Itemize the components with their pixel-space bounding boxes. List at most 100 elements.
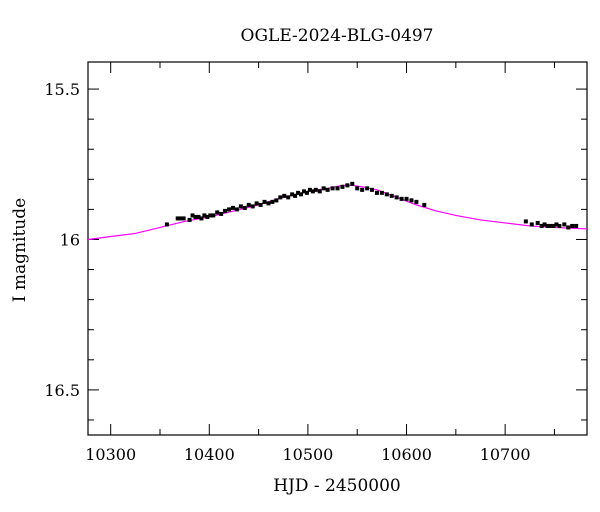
data-point bbox=[330, 186, 335, 191]
data-point bbox=[178, 216, 183, 221]
point-marker bbox=[242, 205, 247, 210]
chart-title: OGLE-2024-BLG-0497 bbox=[241, 26, 434, 46]
data-point bbox=[193, 214, 198, 219]
point-marker bbox=[404, 196, 409, 201]
data-point bbox=[535, 220, 540, 225]
y-tick-label: 16 bbox=[60, 230, 80, 249]
data-point bbox=[394, 195, 399, 200]
point-marker bbox=[208, 213, 213, 218]
point-marker bbox=[562, 222, 567, 227]
data-point bbox=[242, 205, 247, 210]
data-point bbox=[205, 214, 210, 219]
point-marker bbox=[175, 216, 180, 221]
point-marker bbox=[270, 199, 275, 204]
point-marker bbox=[551, 223, 556, 228]
model-layer bbox=[87, 184, 588, 241]
data-point bbox=[234, 207, 239, 212]
x-axis-label: HJD - 2450000 bbox=[273, 476, 401, 496]
point-marker bbox=[290, 192, 295, 197]
point-marker bbox=[379, 190, 384, 195]
point-marker bbox=[340, 184, 345, 189]
y-tick-label: 16.5 bbox=[44, 381, 80, 400]
point-marker bbox=[330, 186, 335, 191]
point-marker bbox=[304, 190, 309, 195]
data-point bbox=[523, 219, 528, 224]
data-point bbox=[317, 189, 322, 194]
data-point bbox=[219, 211, 224, 216]
point-marker bbox=[523, 219, 528, 224]
axis-ticks bbox=[88, 62, 587, 435]
data-point bbox=[554, 222, 559, 227]
data-point bbox=[293, 193, 298, 198]
point-marker bbox=[399, 196, 404, 201]
point-marker bbox=[414, 199, 419, 204]
point-marker bbox=[254, 201, 259, 206]
point-marker bbox=[529, 222, 534, 227]
point-marker bbox=[258, 202, 263, 207]
point-marker bbox=[223, 208, 228, 213]
point-marker bbox=[554, 222, 559, 227]
data-point bbox=[282, 193, 287, 198]
data-point bbox=[321, 186, 326, 191]
data-point bbox=[379, 190, 384, 195]
point-marker bbox=[286, 195, 291, 200]
data-points bbox=[164, 181, 579, 230]
data-point bbox=[574, 223, 579, 228]
data-point bbox=[278, 195, 283, 200]
point-marker bbox=[317, 189, 322, 194]
x-tick-label: 10500 bbox=[282, 445, 333, 464]
model-curve bbox=[87, 184, 588, 241]
point-marker bbox=[389, 193, 394, 198]
point-marker bbox=[187, 217, 192, 222]
data-point bbox=[266, 201, 271, 206]
point-marker bbox=[230, 205, 235, 210]
plot-frame bbox=[87, 61, 588, 436]
data-point bbox=[227, 207, 232, 212]
data-point bbox=[296, 190, 301, 195]
data-point bbox=[542, 222, 547, 227]
point-marker bbox=[422, 202, 427, 207]
x-tick-label: 10300 bbox=[85, 445, 136, 464]
data-point bbox=[223, 208, 228, 213]
point-marker bbox=[274, 198, 279, 203]
point-marker bbox=[355, 186, 360, 191]
data-point bbox=[345, 183, 350, 188]
data-point bbox=[551, 223, 556, 228]
x-tick-label: 10700 bbox=[480, 445, 531, 464]
point-marker bbox=[262, 199, 267, 204]
point-marker bbox=[246, 202, 251, 207]
point-marker bbox=[384, 192, 389, 197]
data-point bbox=[370, 187, 375, 192]
point-marker bbox=[574, 223, 579, 228]
data-point bbox=[365, 186, 370, 191]
point-marker bbox=[535, 220, 540, 225]
data-point bbox=[181, 216, 186, 221]
point-marker bbox=[215, 210, 220, 215]
data-point bbox=[566, 225, 571, 230]
point-marker bbox=[394, 195, 399, 200]
axis-tick-labels: 10300 10400 10500 10600 10700 15.5 16 16.5 bbox=[44, 80, 530, 464]
data-point bbox=[548, 223, 553, 228]
data-point bbox=[399, 196, 404, 201]
point-marker bbox=[190, 213, 195, 218]
data-point bbox=[557, 223, 562, 228]
data-point bbox=[262, 199, 267, 204]
point-marker bbox=[301, 189, 306, 194]
data-point bbox=[202, 213, 207, 218]
y-tick-label: 15.5 bbox=[44, 80, 80, 99]
point-marker bbox=[310, 189, 315, 194]
data-point bbox=[562, 222, 567, 227]
data-point bbox=[414, 199, 419, 204]
point-marker bbox=[335, 186, 340, 191]
point-marker bbox=[227, 207, 232, 212]
point-marker bbox=[325, 187, 330, 192]
point-marker bbox=[293, 193, 298, 198]
point-marker bbox=[199, 216, 204, 221]
data-point bbox=[350, 181, 355, 186]
point-marker bbox=[234, 207, 239, 212]
data-point bbox=[238, 204, 243, 209]
point-marker bbox=[321, 186, 326, 191]
point-marker bbox=[193, 214, 198, 219]
point-marker bbox=[548, 223, 553, 228]
